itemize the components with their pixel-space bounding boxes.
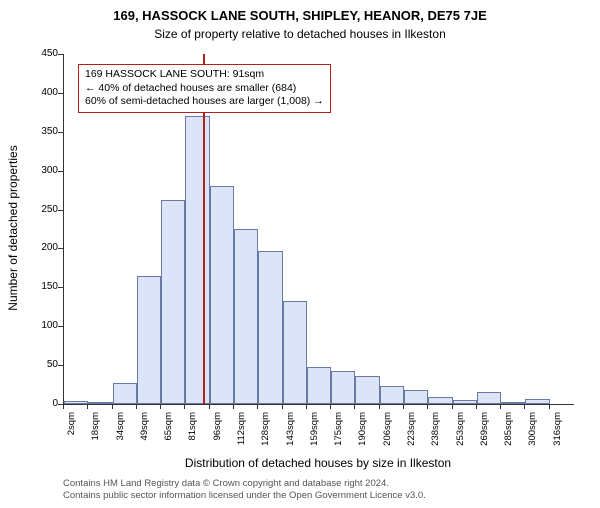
y-tick-mark [58,326,63,327]
x-tick-label: 49sqm [139,412,150,462]
histogram-bar [453,400,477,404]
x-tick-mark [257,404,258,409]
y-tick-label: 350 [28,126,58,137]
histogram-bar [258,251,282,404]
x-tick-label: 81sqm [187,412,198,462]
y-tick-label: 450 [28,48,58,59]
x-tick-mark [184,404,185,409]
histogram-bar [380,386,404,404]
y-tick-label: 100 [28,320,58,331]
x-tick-mark [87,404,88,409]
y-tick-label: 50 [28,359,58,370]
y-tick-mark [58,365,63,366]
x-tick-label: 316sqm [552,412,563,462]
y-tick-mark [58,171,63,172]
histogram-bar [428,397,452,404]
x-tick-label: 206sqm [382,412,393,462]
histogram-bar [307,367,331,404]
y-tick-mark [58,210,63,211]
x-tick-label: 18sqm [90,412,101,462]
histogram-bar [525,399,549,404]
histogram-bar [283,301,307,404]
x-tick-mark [500,404,501,409]
x-tick-mark [136,404,137,409]
x-tick-label: 112sqm [236,412,247,462]
y-tick-mark [58,248,63,249]
x-tick-label: 223sqm [406,412,417,462]
histogram-bar [113,383,137,404]
y-tick-mark [58,93,63,94]
histogram-bar [88,402,112,404]
x-tick-mark [233,404,234,409]
x-tick-label: 238sqm [430,412,441,462]
x-tick-mark [452,404,453,409]
footer-line1: Contains HM Land Registry data © Crown c… [63,478,426,490]
y-tick-mark [58,287,63,288]
histogram-bar [234,229,258,404]
histogram-bar [501,402,525,404]
histogram-bar [137,276,161,404]
x-tick-mark [549,404,550,409]
x-tick-mark [330,404,331,409]
histogram-bar [161,200,185,404]
y-tick-mark [58,132,63,133]
x-tick-label: 269sqm [479,412,490,462]
x-tick-mark [209,404,210,409]
histogram-bar [477,392,501,404]
x-tick-label: 96sqm [212,412,223,462]
subtitle: Size of property relative to detached ho… [0,27,600,41]
y-tick-label: 150 [28,281,58,292]
x-tick-label: 300sqm [527,412,538,462]
x-tick-mark [306,404,307,409]
infobox-line-smaller: ← 40% of detached houses are smaller (68… [85,82,324,96]
copyright-footer: Contains HM Land Registry data © Crown c… [63,478,426,503]
y-tick-label: 400 [28,87,58,98]
x-tick-label: 65sqm [163,412,174,462]
y-tick-label: 200 [28,242,58,253]
histogram-bar [355,376,379,404]
x-tick-label: 34sqm [115,412,126,462]
x-tick-mark [63,404,64,409]
infobox-line-larger: 60% of semi-detached houses are larger (… [85,95,324,109]
x-tick-mark [282,404,283,409]
y-tick-mark [58,54,63,55]
x-tick-mark [403,404,404,409]
x-tick-label: 128sqm [260,412,271,462]
x-tick-label: 2sqm [66,412,77,462]
y-tick-label: 0 [28,398,58,409]
x-tick-mark [427,404,428,409]
x-tick-mark [476,404,477,409]
histogram-bar [331,371,355,404]
y-tick-label: 300 [28,165,58,176]
x-tick-label: 175sqm [333,412,344,462]
property-info-box: 169 HASSOCK LANE SOUTH: 91sqm ← 40% of d… [78,64,331,113]
x-tick-label: 253sqm [455,412,466,462]
x-tick-label: 159sqm [309,412,320,462]
address-title: 169, HASSOCK LANE SOUTH, SHIPLEY, HEANOR… [0,8,600,23]
histogram-bar [210,186,234,404]
histogram-bar [185,116,209,404]
x-tick-label: 143sqm [285,412,296,462]
x-tick-mark [354,404,355,409]
y-tick-label: 250 [28,204,58,215]
y-axis-label: Number of detached properties [6,128,20,328]
x-tick-mark [524,404,525,409]
x-tick-label: 190sqm [357,412,368,462]
x-tick-mark [160,404,161,409]
x-tick-mark [379,404,380,409]
footer-line2: Contains public sector information licen… [63,490,426,502]
histogram-bar [64,401,88,404]
histogram-bar [404,390,428,404]
x-tick-mark [112,404,113,409]
infobox-line-size: 169 HASSOCK LANE SOUTH: 91sqm [85,68,324,82]
x-tick-label: 285sqm [503,412,514,462]
